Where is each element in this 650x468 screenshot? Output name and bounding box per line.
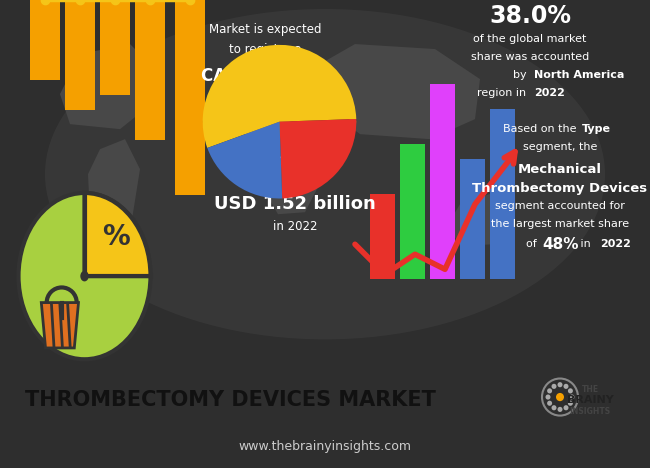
Text: 2022: 2022 xyxy=(534,88,565,98)
Circle shape xyxy=(81,271,88,281)
Circle shape xyxy=(547,388,552,394)
Bar xyxy=(65,0,95,110)
Text: valued at: valued at xyxy=(267,173,323,186)
Circle shape xyxy=(558,382,562,388)
Circle shape xyxy=(18,193,151,359)
Circle shape xyxy=(564,405,569,410)
Text: region in: region in xyxy=(477,88,530,98)
Ellipse shape xyxy=(203,108,356,135)
Text: of the global market: of the global market xyxy=(473,34,587,44)
Wedge shape xyxy=(203,45,356,148)
Bar xyxy=(460,159,485,279)
Polygon shape xyxy=(42,303,79,348)
Text: INSIGHTS: INSIGHTS xyxy=(569,407,610,416)
Ellipse shape xyxy=(285,111,350,125)
Circle shape xyxy=(564,384,569,389)
Text: CAGR of 5.9%: CAGR of 5.9% xyxy=(201,67,329,85)
Circle shape xyxy=(558,407,562,412)
Text: the largest market share: the largest market share xyxy=(491,219,629,229)
Text: of: of xyxy=(526,239,540,249)
Wedge shape xyxy=(84,193,151,276)
Circle shape xyxy=(556,393,564,401)
Circle shape xyxy=(545,395,551,400)
Polygon shape xyxy=(60,44,155,129)
Text: by: by xyxy=(513,70,530,80)
Bar xyxy=(370,194,395,279)
Text: 2022: 2022 xyxy=(600,239,631,249)
Text: Mechanical: Mechanical xyxy=(518,163,602,176)
Circle shape xyxy=(551,384,556,389)
Bar xyxy=(175,0,205,195)
Circle shape xyxy=(569,395,575,400)
Text: share was accounted: share was accounted xyxy=(471,52,589,62)
Text: in: in xyxy=(577,239,594,249)
Bar xyxy=(30,0,60,80)
Polygon shape xyxy=(448,192,505,246)
Ellipse shape xyxy=(45,9,605,339)
Circle shape xyxy=(568,401,573,406)
Text: BRAINY: BRAINY xyxy=(567,395,614,405)
Text: to register a: to register a xyxy=(229,43,302,56)
Circle shape xyxy=(568,388,573,394)
Text: The market was: The market was xyxy=(248,153,343,166)
Circle shape xyxy=(547,401,552,406)
Text: segment, the: segment, the xyxy=(523,142,597,152)
Text: USD 1.52 billion: USD 1.52 billion xyxy=(214,195,376,213)
Text: THROMBECTOMY DEVICES MARKET: THROMBECTOMY DEVICES MARKET xyxy=(25,390,436,410)
Text: Market is expected: Market is expected xyxy=(209,22,321,36)
Circle shape xyxy=(551,405,556,410)
Text: North America: North America xyxy=(534,70,625,80)
Text: www.thebrainyinsights.com: www.thebrainyinsights.com xyxy=(239,440,411,453)
Text: Type: Type xyxy=(582,124,611,134)
Text: Thrombectomy Devices: Thrombectomy Devices xyxy=(473,182,647,195)
Text: segment accounted for: segment accounted for xyxy=(495,201,625,211)
Text: THE: THE xyxy=(582,385,599,395)
Polygon shape xyxy=(320,44,480,139)
Text: Based on the: Based on the xyxy=(503,124,580,134)
Wedge shape xyxy=(207,122,282,198)
Text: 38.0%: 38.0% xyxy=(489,4,571,28)
Polygon shape xyxy=(88,139,140,234)
Text: %: % xyxy=(102,223,129,251)
Text: in 2022: in 2022 xyxy=(273,220,317,233)
Text: 48%: 48% xyxy=(542,237,578,252)
Bar xyxy=(100,0,130,95)
Bar xyxy=(400,144,425,279)
Bar xyxy=(490,109,515,279)
Bar xyxy=(430,84,455,279)
Polygon shape xyxy=(255,94,322,214)
Polygon shape xyxy=(270,49,316,89)
Wedge shape xyxy=(280,119,356,198)
Bar xyxy=(135,0,165,140)
